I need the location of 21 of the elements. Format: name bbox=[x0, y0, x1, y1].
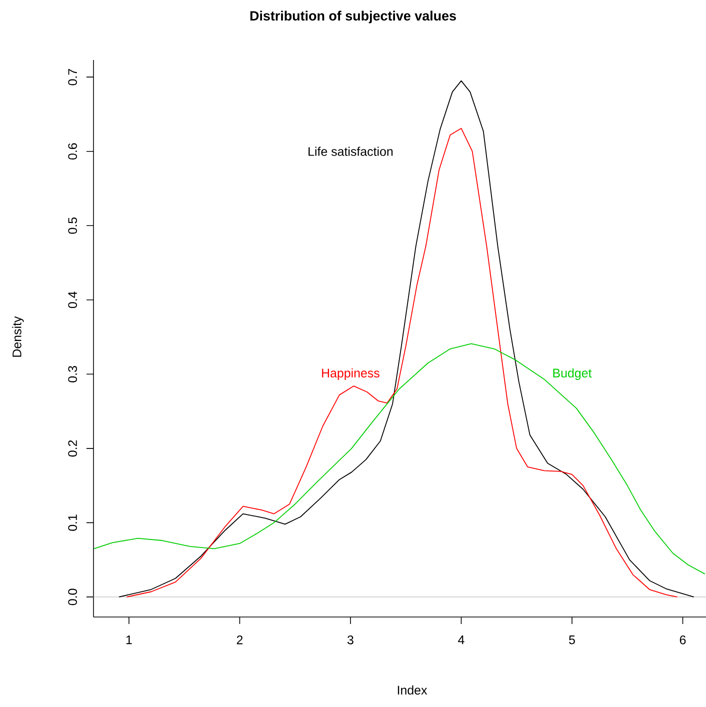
y-tick-label: 0.1 bbox=[68, 514, 77, 531]
y-tick-label: 0.3 bbox=[68, 366, 77, 382]
y-tick-label: 0.6 bbox=[68, 143, 77, 160]
x-tick-label: 5 bbox=[569, 636, 575, 644]
x-tick-label: 1 bbox=[126, 636, 132, 644]
chart-title: Distribution of subjective values bbox=[250, 10, 456, 24]
series-label: Happiness bbox=[322, 368, 380, 380]
line-series bbox=[94, 343, 706, 574]
y-tick-label: 0.2 bbox=[68, 440, 77, 457]
x-tick-label: 4 bbox=[458, 636, 464, 644]
x-tick-label: 2 bbox=[236, 636, 243, 644]
text: Life satisfaction bbox=[308, 146, 393, 156]
series-label: Budget bbox=[553, 368, 592, 380]
x-tick-label: 6 bbox=[680, 636, 686, 644]
y-tick-label: 0.5 bbox=[68, 217, 77, 234]
x-axis-title: Index bbox=[398, 685, 428, 695]
y-tick-label: 0.7 bbox=[68, 69, 77, 86]
y-tick-label: 0.0 bbox=[68, 588, 77, 606]
x-tick-label: 3 bbox=[347, 636, 354, 644]
y-tick-label: 0.4 bbox=[68, 292, 77, 308]
y-axis-title: Density bbox=[12, 316, 24, 357]
